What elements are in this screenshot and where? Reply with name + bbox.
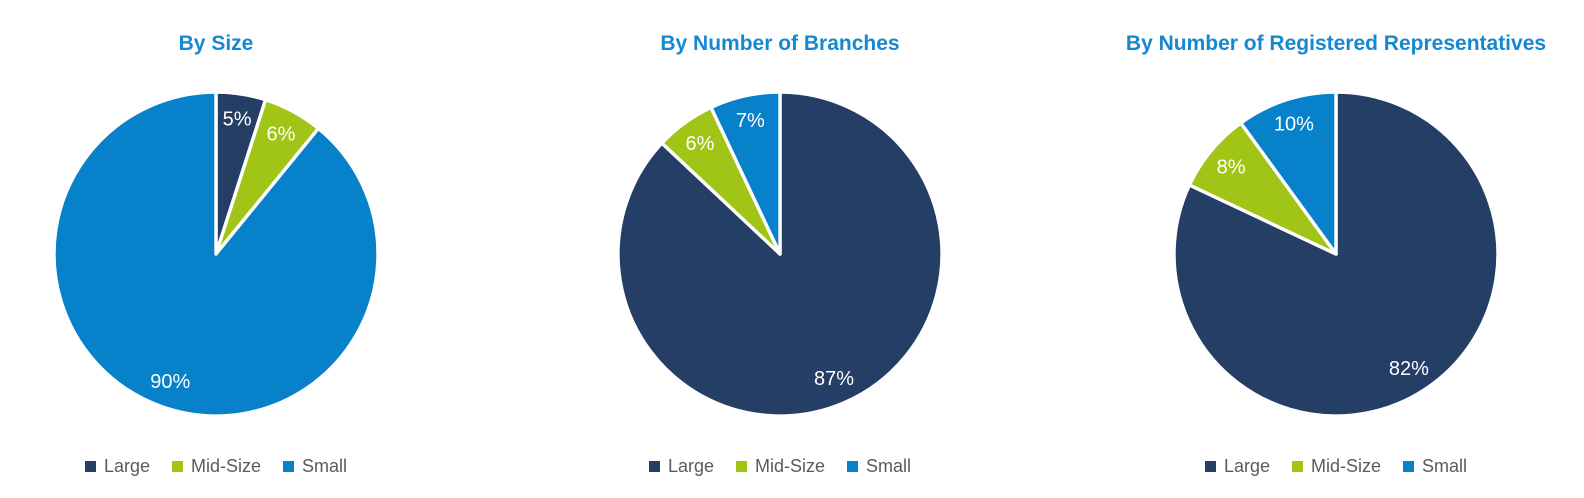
legend-swatch-large-icon bbox=[648, 461, 660, 472]
chart-content: By Number of Registered Representatives … bbox=[1072, 0, 1584, 477]
legend-label: Mid-Size bbox=[1311, 456, 1382, 476]
chart-content: By Size 5% 6% 90% Large Mid-Size Small bbox=[0, 0, 480, 477]
pie: 87% 6% 7% bbox=[616, 90, 944, 418]
legend-swatch-mid-size-icon bbox=[736, 461, 747, 472]
legend-item-small: Small bbox=[847, 456, 911, 477]
pie-slice-small bbox=[1239, 90, 1338, 256]
legend: Large Mid-Size Small bbox=[84, 456, 347, 477]
slice-data-label: 6% bbox=[267, 123, 296, 145]
legend-label: Small bbox=[1422, 456, 1468, 476]
legend-swatch-small-icon bbox=[283, 461, 295, 472]
legend-swatch-mid-size-icon bbox=[1292, 461, 1303, 472]
legend-swatch-small-icon bbox=[1403, 461, 1415, 472]
legend-item-large: Large bbox=[1204, 456, 1270, 477]
legend-item-small: Small bbox=[283, 456, 347, 477]
pie-slice-small bbox=[52, 90, 380, 418]
legend-swatch-large-icon bbox=[1204, 461, 1216, 472]
legend-item-small: Small bbox=[1403, 456, 1467, 477]
slice-data-label: 87% bbox=[814, 368, 854, 390]
slice-data-label: 90% bbox=[150, 371, 190, 393]
legend-item-mid-size: Mid-Size bbox=[172, 456, 261, 477]
slice-data-label: 5% bbox=[223, 109, 252, 131]
chart-title: By Number of Branches bbox=[660, 32, 900, 55]
legend-item-large: Large bbox=[648, 456, 714, 477]
legend-label: Small bbox=[302, 456, 348, 476]
legend-swatch-mid-size-icon bbox=[172, 461, 183, 472]
pie: 5% 6% 90% bbox=[52, 90, 380, 418]
chart-content: By Number of Branches 87% 6% 7% Large Mid-… bbox=[516, 0, 1044, 477]
legend-label: Large bbox=[1223, 456, 1270, 476]
chart-title: By Number of Registered Representatives bbox=[1125, 32, 1547, 55]
chart-by-number-of-branches: By Number of Branches 87% 6% 7% Large Mid-… bbox=[528, 0, 1056, 498]
legend-item-mid-size: Mid-Size bbox=[1292, 456, 1381, 477]
slice-data-label: 7% bbox=[736, 110, 765, 132]
chart-title: By Size bbox=[178, 32, 254, 55]
legend-swatch-small-icon bbox=[847, 461, 859, 472]
legend: Large Mid-Size Small bbox=[1204, 456, 1467, 477]
legend-item-large: Large bbox=[84, 456, 150, 477]
slice-data-label: 6% bbox=[686, 133, 715, 155]
pie-slice-small bbox=[709, 90, 782, 256]
legend: Large Mid-Size Small bbox=[648, 456, 911, 477]
legend-label: Mid-Size bbox=[755, 456, 826, 476]
chart-by-number-of-registered-representatives: By Number of Registered Representatives … bbox=[1056, 0, 1584, 498]
slice-data-label: 10% bbox=[1274, 114, 1314, 136]
legend-label: Mid-Size bbox=[191, 456, 262, 476]
slice-data-label: 8% bbox=[1217, 156, 1246, 178]
legend-label: Large bbox=[667, 456, 714, 476]
legend-label: Small bbox=[866, 456, 912, 476]
chart-by-size: By Size 5% 6% 90% Large Mid-Size Small bbox=[0, 0, 528, 498]
legend-item-mid-size: Mid-Size bbox=[736, 456, 825, 477]
legend-swatch-large-icon bbox=[84, 461, 96, 472]
slice-data-label: 82% bbox=[1389, 358, 1429, 380]
legend-label: Large bbox=[103, 456, 150, 476]
pie: 82% 8% 10% bbox=[1172, 90, 1500, 418]
